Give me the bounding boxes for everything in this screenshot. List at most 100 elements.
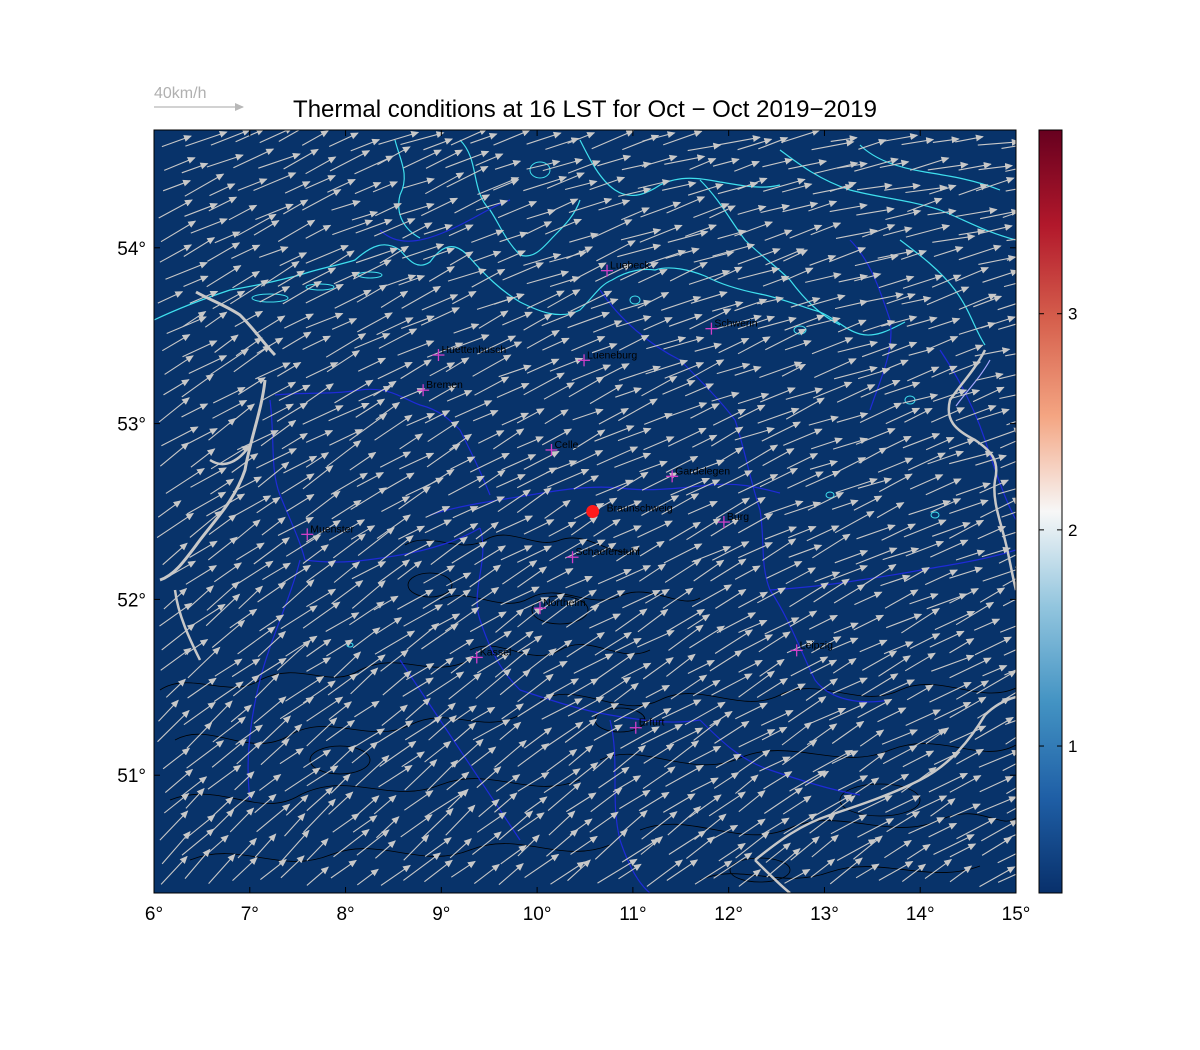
- wind-vector: [163, 587, 188, 610]
- wind-vector: [686, 836, 715, 860]
- wind-vector: [473, 496, 506, 511]
- wind-vector: [955, 344, 984, 357]
- wind-vector: [879, 359, 909, 373]
- wind-vector: [430, 657, 454, 675]
- wind-vector: [326, 440, 362, 467]
- wind-vector: [334, 379, 374, 404]
- wind-vector: [502, 311, 533, 326]
- wind-vector: [472, 831, 502, 856]
- wind-vector: [185, 130, 228, 147]
- wind-vector: [932, 521, 971, 537]
- wind-vector: [594, 425, 635, 442]
- wind-vector: [403, 177, 435, 189]
- wind-vector: [517, 635, 543, 653]
- wind-vector: [186, 740, 225, 769]
- y-tick-label: 52°: [117, 590, 146, 611]
- wind-vector: [783, 813, 817, 835]
- wind-vector: [1002, 212, 1016, 219]
- wind-vector: [927, 161, 969, 171]
- wind-vector: [687, 183, 724, 196]
- wind-vector: [642, 766, 676, 790]
- wind-vector: [498, 364, 532, 378]
- wind-vector: [763, 500, 804, 516]
- wind-vector: [355, 755, 390, 787]
- wind-vector: [928, 772, 969, 793]
- wind-vector: [667, 805, 702, 836]
- wind-vector: [838, 273, 869, 283]
- wind-vector: [424, 859, 453, 883]
- wind-vector: [807, 492, 845, 511]
- wind-vector: [446, 572, 472, 587]
- wind-vector: [764, 229, 793, 241]
- wind-vector: [808, 614, 838, 630]
- wind-vector: [187, 677, 217, 699]
- wind-vector: [189, 540, 218, 558]
- wind-vector: [406, 413, 436, 427]
- wind-vector: [229, 608, 258, 629]
- wind-vector: [523, 313, 553, 331]
- wind-vector: [232, 476, 263, 493]
- wind-vector: [157, 291, 184, 304]
- wind-vector: [666, 196, 706, 214]
- wind-vector: [646, 336, 687, 350]
- wind-vector: [375, 840, 396, 859]
- wind-vector: [761, 726, 788, 741]
- wind-vector: [333, 828, 370, 858]
- wind-vector: [253, 537, 290, 565]
- wind-vector: [349, 451, 377, 471]
- wind-vector: [949, 803, 981, 818]
- map-title: Thermal conditions at 16 LST for Oct − O…: [293, 96, 877, 123]
- wind-vector: [516, 467, 558, 489]
- wind-vector: [373, 794, 397, 815]
- wind-vector: [500, 586, 540, 606]
- wind-vector: [974, 636, 1012, 656]
- wind-vector: [668, 830, 707, 855]
- wind-vector: [470, 706, 496, 722]
- station-label: Braunschweig: [607, 503, 673, 515]
- wind-vector: [977, 408, 1010, 420]
- wind-vector: [399, 452, 435, 470]
- wind-vector: [958, 228, 986, 236]
- wind-vector: [734, 497, 766, 516]
- wind-vector: [541, 599, 576, 625]
- wind-vector: [711, 426, 744, 447]
- wind-vector: [836, 384, 876, 403]
- wind-vector: [208, 853, 236, 884]
- wind-vector: [238, 585, 264, 609]
- wind-vector: [542, 337, 570, 351]
- wind-vector: [812, 749, 854, 773]
- wind-vector: [237, 837, 257, 859]
- wind-vector: [978, 750, 1016, 768]
- wind-vector: [879, 159, 910, 169]
- wind-vector: [735, 774, 759, 794]
- wind-vector: [617, 427, 652, 442]
- wind-vector: [450, 130, 488, 146]
- wind-vector: [857, 795, 893, 813]
- wind-vector: [424, 410, 451, 424]
- wind-vector: [472, 354, 512, 377]
- wind-vector: [424, 740, 452, 763]
- wind-vector: [498, 863, 524, 886]
- wind-vector: [884, 381, 921, 395]
- wind-vector: [1005, 188, 1016, 192]
- wind-vector: [781, 130, 821, 144]
- wind-vector: [427, 420, 460, 443]
- wind-vector: [854, 253, 899, 267]
- wind-vector: [832, 677, 868, 694]
- wind-vector: [162, 542, 188, 566]
- wind-vector: [159, 810, 189, 841]
- wind-vector: [190, 467, 227, 488]
- wind-vector: [402, 222, 433, 239]
- wind-vector: [306, 657, 332, 672]
- wind-vector: [808, 415, 839, 426]
- wind-vector: [425, 506, 451, 518]
- wind-vector: [279, 252, 308, 267]
- wind-vector: [712, 541, 750, 561]
- wind-vector: [236, 741, 263, 765]
- wind-vector: [517, 771, 550, 792]
- wind-vector: [686, 359, 725, 381]
- wind-vector: [543, 660, 568, 674]
- wind-vector: [380, 290, 409, 308]
- wind-vector: [568, 744, 594, 766]
- wind-vector: [906, 316, 938, 327]
